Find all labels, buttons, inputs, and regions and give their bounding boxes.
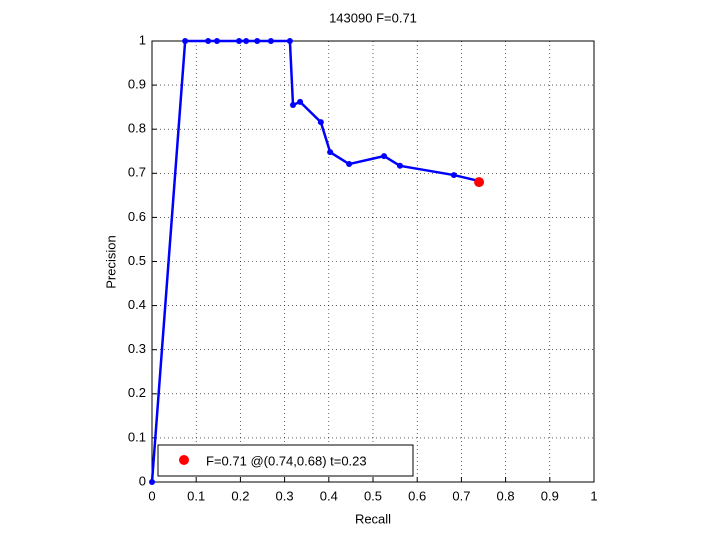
- y-tick-label: 0.5: [128, 253, 146, 268]
- x-tick-label: 1: [590, 488, 597, 503]
- legend-label: F=0.71 @(0.74,0.68) t=0.23: [206, 453, 367, 468]
- legend-box: [157, 444, 414, 477]
- x-tick-label: 0.9: [541, 488, 559, 503]
- y-tick-label: 0: [139, 473, 146, 488]
- point-marker: [213, 38, 220, 44]
- y-tick-label: 0.7: [128, 165, 146, 180]
- y-tick-label: 0.9: [128, 77, 146, 92]
- x-tick-label: 0.3: [276, 488, 294, 503]
- y-tick-label: 0.1: [128, 429, 146, 444]
- point-marker: [149, 479, 155, 485]
- point-marker: [381, 153, 388, 160]
- point-marker: [205, 38, 212, 44]
- point-marker: [450, 172, 457, 179]
- best-point: [474, 177, 485, 188]
- x-tick-label: 0.4: [320, 488, 338, 503]
- y-axis-label: Precision: [103, 235, 118, 288]
- x-tick-label: 0.8: [497, 488, 515, 503]
- x-axis-label: Recall: [355, 511, 391, 526]
- point-marker: [317, 119, 324, 126]
- x-tick-label: 0.2: [231, 488, 249, 503]
- point-marker: [289, 101, 296, 108]
- y-tick-label: 0.8: [128, 121, 146, 136]
- x-tick-label: 0.1: [187, 488, 205, 503]
- point-marker: [286, 38, 293, 44]
- point-marker: [243, 38, 250, 44]
- y-tick-label: 0.6: [128, 209, 146, 224]
- point-marker: [327, 149, 334, 156]
- point-marker: [254, 38, 261, 44]
- plot-frame: [151, 40, 595, 483]
- point-marker: [396, 162, 403, 169]
- point-marker: [297, 98, 304, 105]
- point-marker: [267, 38, 274, 44]
- x-tick-label: 0.5: [364, 488, 382, 503]
- legend-marker: [179, 455, 189, 465]
- point-marker: [182, 38, 189, 44]
- x-tick-label: 0.7: [452, 488, 470, 503]
- y-tick-label: 0.3: [128, 341, 146, 356]
- x-tick-label: 0: [148, 488, 155, 503]
- y-tick-label: 1: [139, 32, 146, 47]
- y-tick-label: 0.2: [128, 385, 146, 400]
- x-tick-label: 0.6: [408, 488, 426, 503]
- point-marker: [236, 38, 243, 44]
- y-tick-label: 0.4: [128, 297, 146, 312]
- chart-title: 143090 F=0.71: [329, 10, 417, 25]
- point-marker: [346, 161, 353, 168]
